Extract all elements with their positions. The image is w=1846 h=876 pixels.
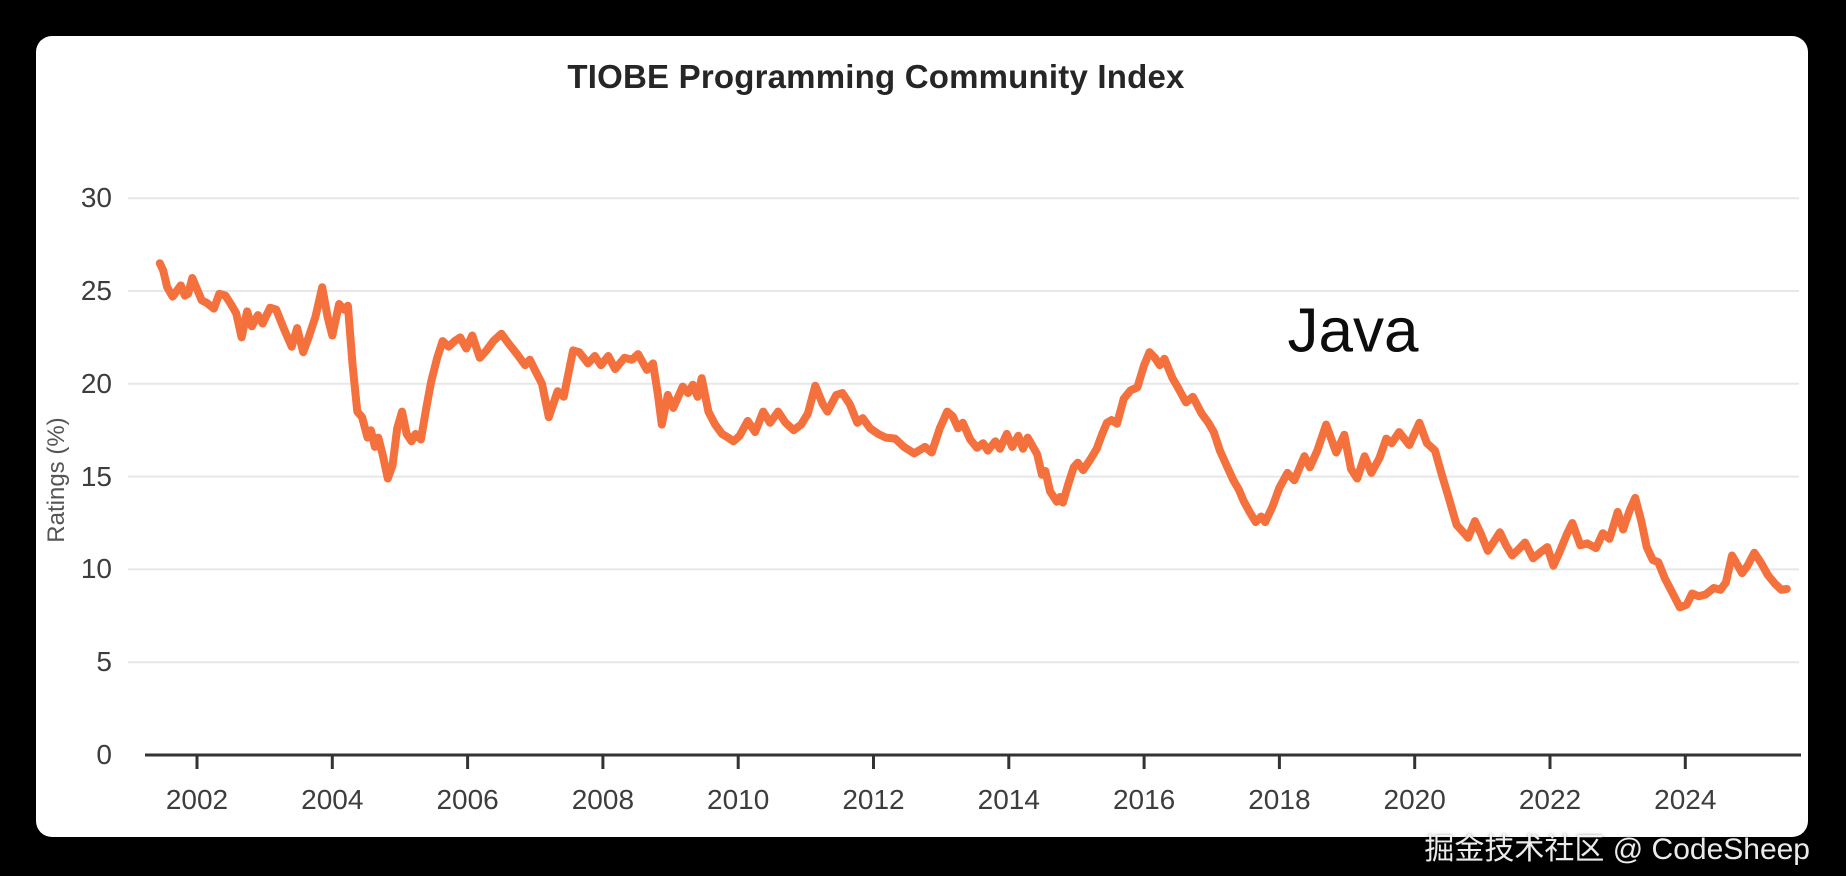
y-tick-label: 20 <box>80 367 112 399</box>
gridlines <box>128 197 1799 664</box>
y-tick-label: 10 <box>80 553 112 585</box>
x-tick-label: 2006 <box>436 784 499 815</box>
chart-card <box>36 36 1808 837</box>
chart-title: TIOBE Programming Community Index <box>567 58 1185 95</box>
x-tick-label: 2008 <box>571 784 635 815</box>
y-tick-label: 25 <box>80 275 112 306</box>
x-tick-label: 2012 <box>842 784 905 815</box>
y-tick-label: 30 <box>80 182 112 214</box>
x-tick-label: 2020 <box>1383 784 1446 815</box>
y-tick-label: 15 <box>80 460 112 492</box>
x-tick-label: 2010 <box>707 784 770 815</box>
x-axis-tick-marks <box>195 755 1687 769</box>
x-tick-label: 2016 <box>1112 784 1176 815</box>
y-tick-label: 5 <box>96 646 112 678</box>
x-tick-label: 2014 <box>977 784 1040 815</box>
series-annotation-java: Java <box>1287 296 1419 366</box>
x-tick-label: 2004 <box>301 784 364 815</box>
watermark-text: 掘金技术社区 @ CodeSheep <box>1424 833 1810 866</box>
java-series-line <box>155 259 1791 612</box>
x-tick-label: 2024 <box>1654 784 1717 815</box>
x-tick-label: 2022 <box>1518 784 1582 815</box>
y-tick-label: 0 <box>96 739 112 770</box>
x-tick-label: 2002 <box>165 784 229 815</box>
x-tick-label: 2018 <box>1248 784 1311 815</box>
